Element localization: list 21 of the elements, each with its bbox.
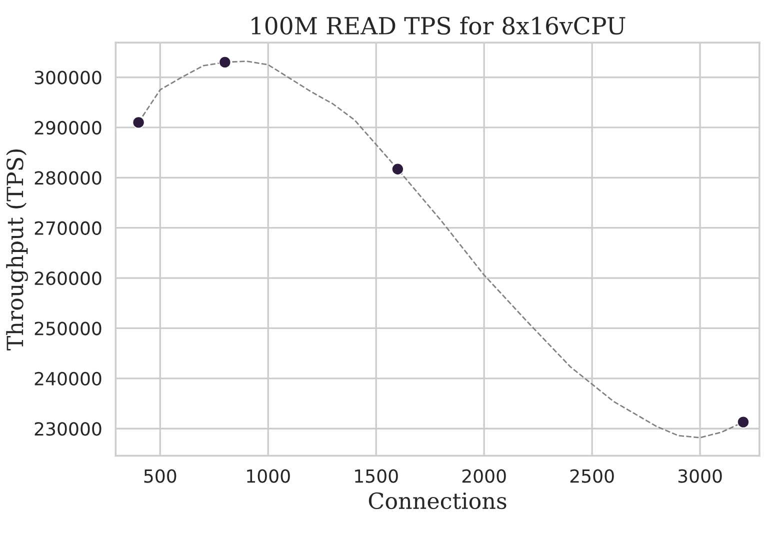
chart-title: 100M READ TPS for 8x16vCPU xyxy=(252,16,626,35)
y-tick-label: 280000 xyxy=(34,171,102,185)
x-tick-label: 2500 xyxy=(570,469,614,483)
x-tick-label: 3000 xyxy=(678,469,722,483)
y-tick-label: 290000 xyxy=(34,120,102,135)
x-axis-title: Connections xyxy=(368,492,506,510)
point xyxy=(736,416,750,428)
point xyxy=(391,162,404,176)
y-axis-title: Throughput (TPS) xyxy=(6,150,28,350)
x-tick-label: 1000 xyxy=(247,469,290,483)
point xyxy=(132,116,145,129)
y-tick-label: 300000 xyxy=(34,70,102,84)
y-tick-label: 230000 xyxy=(34,422,102,436)
y-tick-label: 250000 xyxy=(34,322,102,336)
point xyxy=(218,56,232,68)
y-tick-label: 240000 xyxy=(34,372,102,386)
x-tick-label: 1500 xyxy=(355,469,398,483)
y-tick-label: 270000 xyxy=(34,221,102,235)
x-tick-label: 2000 xyxy=(462,469,506,483)
x-tick-label: 500 xyxy=(144,469,176,483)
y-tick-label: 260000 xyxy=(34,271,102,286)
